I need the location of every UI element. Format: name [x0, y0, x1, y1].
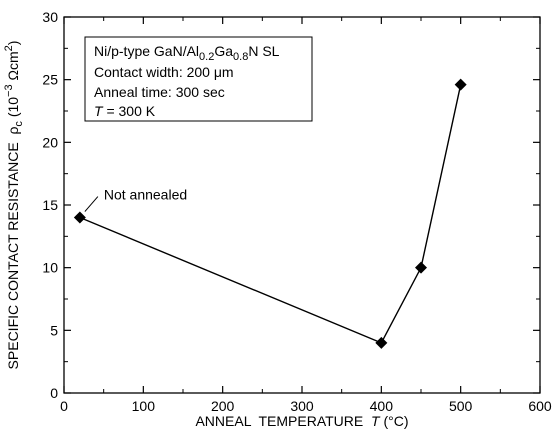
series-line [79, 84, 462, 344]
x-axis-title: ANNEAL TEMPERATURE T (°C) [195, 413, 408, 429]
info-box-frame [84, 36, 313, 122]
x-tick-label: 300 [290, 398, 314, 414]
y-axis: 0 5 10 15 20 25 30 [42, 9, 540, 401]
x-tick-label: 400 [370, 398, 394, 414]
data-point-diamond [415, 261, 427, 274]
y-tick-label: 30 [42, 9, 58, 25]
y-tick-label: 15 [42, 197, 58, 213]
x-tick-label: 0 [60, 398, 68, 414]
info-line-contact-width: Contact width: 200 μm [94, 64, 234, 80]
x-tick-label: 200 [211, 398, 235, 414]
y-tick-label: 20 [42, 134, 58, 150]
data-point-diamond [454, 78, 467, 91]
annotation-leader [84, 196, 99, 212]
annotation-label: Not annealed [104, 187, 187, 203]
y-tick-label: 0 [50, 385, 58, 401]
y-tick-label: 25 [42, 72, 58, 88]
data-point-diamond [73, 211, 86, 224]
y-tick-label: 5 [50, 322, 58, 338]
data-point-diamond [375, 336, 388, 349]
info-line-anneal-time: Anneal time: 300 sec [94, 84, 225, 100]
x-axis: 0 100 200 300 400 500 600 [60, 17, 552, 414]
info-box: Ni/p-type GaN/Al0.2Ga0.8N SL Contact wid… [84, 36, 313, 122]
y-tick-label: 10 [42, 260, 58, 276]
annotation-not-annealed: Not annealed [84, 187, 187, 212]
x-tick-label: 500 [449, 398, 473, 414]
x-tick-label: 600 [528, 398, 552, 414]
info-line-temperature: T = 300 K [94, 103, 156, 119]
x-tick-label: 100 [132, 398, 156, 414]
data-series [73, 78, 467, 349]
info-line-material: Ni/p-type GaN/Al0.2Ga0.8N SL [94, 43, 280, 63]
y-axis-title: SPECIFIC CONTACT RESISTANCE ρc (10−3 Ωcm… [3, 41, 25, 370]
